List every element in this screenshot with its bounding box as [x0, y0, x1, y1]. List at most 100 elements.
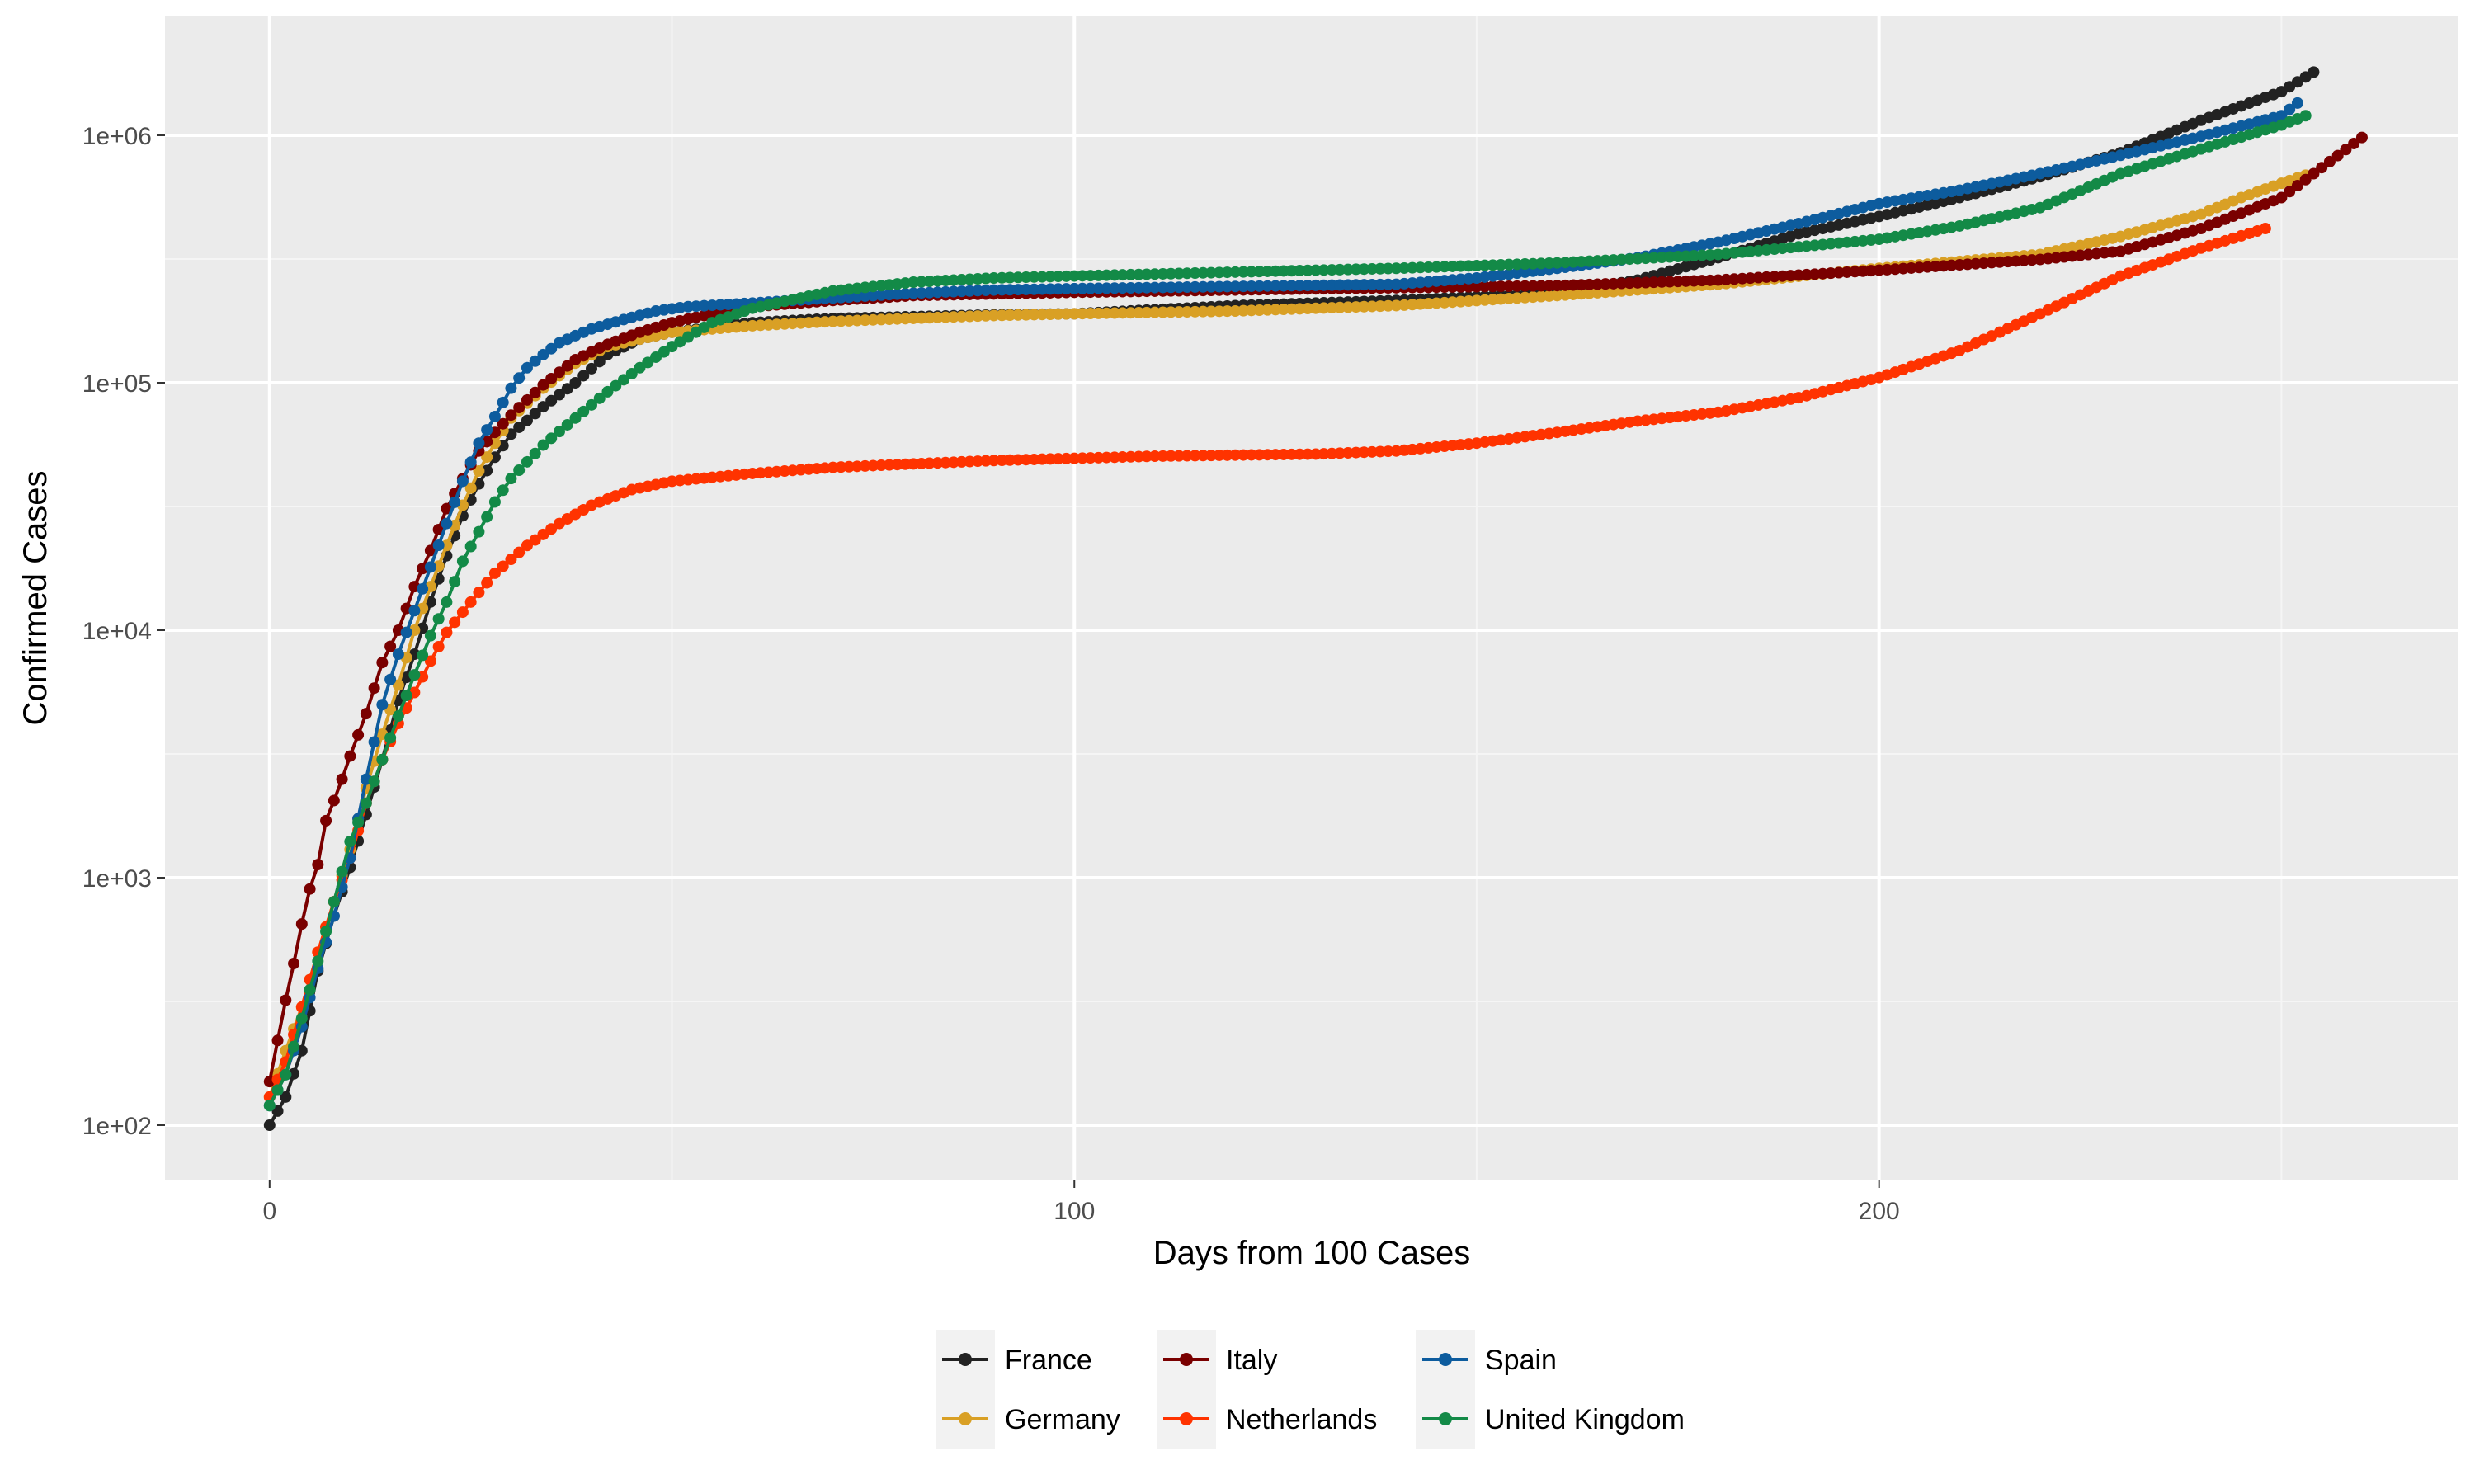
data-point: [1101, 269, 1113, 281]
data-point: [1060, 270, 1072, 282]
data-point: [320, 926, 332, 938]
data-point: [304, 883, 316, 895]
data-point: [417, 649, 429, 662]
data-point: [513, 464, 526, 477]
data-point: [408, 669, 421, 681]
data-point: [464, 456, 477, 469]
data-point: [593, 392, 606, 404]
y-axis-ticks: 1e+02 1e+03 1e+04 1e+05 1e+06: [82, 123, 165, 1140]
data-point: [1165, 267, 1177, 280]
data-point: [1133, 307, 1145, 319]
data-point: [1221, 449, 1233, 461]
data-point: [569, 377, 582, 389]
data-point: [561, 383, 573, 395]
data-point: [1157, 267, 1169, 280]
data-point: [996, 284, 1008, 296]
data-point: [1044, 453, 1056, 465]
data-point: [1068, 282, 1081, 294]
data-point: [585, 398, 597, 411]
data-point: [1551, 280, 1563, 292]
data-point: [1704, 274, 1716, 286]
y-tick-label: 1e+05: [82, 370, 152, 398]
data-point: [1077, 452, 1088, 464]
data-point: [417, 582, 429, 595]
data-point: [336, 865, 348, 878]
data-point: [2308, 167, 2320, 180]
data-point: [505, 382, 517, 394]
data-point: [1366, 279, 1379, 291]
data-point: [1245, 449, 1257, 461]
data-point: [1374, 262, 1386, 275]
data-point: [456, 475, 469, 488]
data-point: [1270, 280, 1282, 292]
data-point: [1583, 278, 1596, 290]
data-point: [1238, 304, 1250, 317]
data-point: [1374, 300, 1386, 313]
data-point: [1591, 278, 1604, 290]
data-point: [996, 271, 1008, 284]
data-point: [1543, 280, 1555, 292]
data-point: [2340, 144, 2352, 156]
data-point: [2299, 173, 2312, 186]
data-point: [488, 451, 501, 464]
data-point: [1382, 262, 1394, 275]
data-point: [2323, 155, 2336, 167]
data-point: [1382, 278, 1394, 290]
data-point: [1133, 268, 1145, 280]
data-point: [1092, 451, 1105, 464]
data-point: [1270, 265, 1282, 277]
data-point: [1575, 279, 1587, 291]
data-point: [1527, 257, 1539, 270]
data-point: [1696, 275, 1709, 287]
data-point: [1141, 306, 1153, 318]
data-point: [295, 918, 308, 930]
data-point: [1133, 450, 1145, 463]
data-point: [1205, 450, 1218, 462]
data-point: [1632, 276, 1644, 289]
data-point: [979, 309, 992, 322]
data-point: [1470, 259, 1483, 271]
data-point: [1253, 449, 1266, 461]
data-point: [1382, 299, 1394, 312]
data-point: [1470, 280, 1483, 293]
data-point: [2291, 180, 2303, 192]
data-point: [521, 361, 533, 374]
data-point: [1261, 449, 1274, 461]
data-point: [1092, 269, 1105, 281]
data-point: [1213, 266, 1225, 279]
data-point: [1688, 275, 1700, 287]
data-point: [1326, 302, 1338, 314]
data-point: [473, 437, 485, 450]
data-point: [1656, 276, 1668, 288]
data-point: [1341, 263, 1354, 276]
data-point: [529, 386, 541, 398]
data-point: [537, 348, 549, 360]
series-netherlands: [263, 223, 2271, 1103]
legend-key-point: [959, 1412, 972, 1425]
data-point: [923, 312, 936, 324]
data-point: [1446, 260, 1459, 272]
data-point: [1454, 260, 1467, 272]
data-point: [464, 482, 477, 494]
data-point: [1101, 451, 1113, 464]
legend-item-france: France: [936, 1330, 1092, 1389]
data-point: [280, 1091, 292, 1103]
data-point: [1020, 454, 1032, 466]
data-point: [1487, 280, 1499, 293]
data-point: [947, 311, 959, 323]
data-point: [376, 699, 389, 711]
data-point: [1077, 282, 1088, 294]
data-point: [1101, 282, 1113, 294]
data-point: [360, 708, 372, 720]
data-point: [1285, 280, 1298, 292]
data-point: [481, 511, 493, 523]
data-point: [1277, 448, 1289, 460]
data-point: [1341, 279, 1354, 291]
data-point: [295, 1012, 308, 1025]
data-point: [1527, 280, 1539, 292]
data-point: [320, 814, 332, 827]
data-point: [1213, 280, 1225, 293]
data-point: [2316, 162, 2328, 174]
data-point: [505, 554, 517, 566]
data-point: [488, 496, 501, 508]
